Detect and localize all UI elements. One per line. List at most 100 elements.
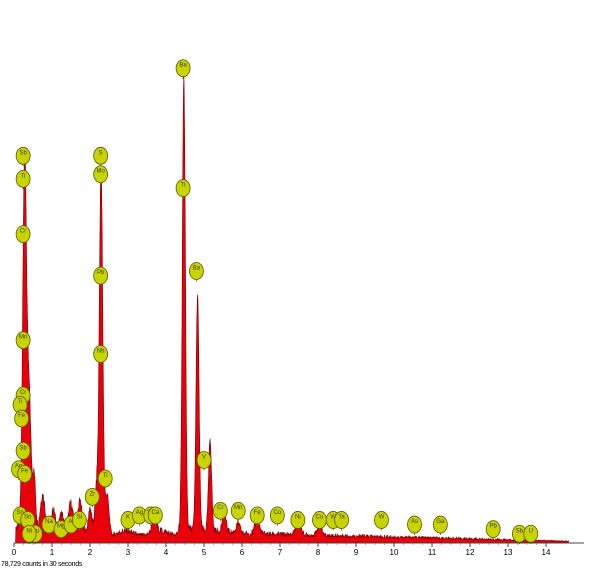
- element-marker[interactable]: Cr: [15, 225, 31, 244]
- element-marker-label: Ga: [436, 519, 445, 525]
- element-marker[interactable]: Ca: [147, 506, 163, 525]
- x-tick-label: 8: [316, 548, 321, 557]
- element-marker-badge: [93, 345, 109, 363]
- x-tick-label: 1: [50, 548, 55, 557]
- element-marker-badge: [15, 146, 31, 165]
- element-marker[interactable]: Mo: [93, 165, 109, 184]
- element-marker-badge: [485, 520, 501, 539]
- element-marker[interactable]: W: [374, 511, 389, 529]
- element-marker-label: Sb: [19, 445, 27, 451]
- element-marker-label: Ti: [103, 473, 108, 479]
- element-marker-label: W: [330, 514, 336, 520]
- element-marker-badge: [14, 409, 30, 428]
- x-tick-label: 13: [504, 548, 513, 557]
- x-tick-label: 0: [12, 548, 17, 557]
- element-marker-label: Co: [274, 510, 282, 516]
- element-marker[interactable]: Ti: [97, 469, 113, 488]
- element-marker-label: Ag: [136, 510, 143, 516]
- element-marker[interactable]: Nb: [93, 345, 109, 363]
- element-marker-label: Cr: [217, 505, 223, 511]
- element-marker[interactable]: Ni: [21, 524, 37, 543]
- element-marker[interactable]: Ba: [175, 59, 191, 78]
- element-marker-label: Ni: [295, 514, 301, 520]
- element-marker-label: S: [99, 150, 103, 156]
- element-marker-label: Sn: [16, 510, 23, 516]
- x-tick-label: 12: [466, 548, 475, 557]
- element-marker[interactable]: Mn: [15, 331, 31, 350]
- element-marker-badge: [196, 451, 212, 469]
- element-marker[interactable]: S: [93, 146, 109, 165]
- x-tick-label: 7: [278, 548, 283, 557]
- element-marker[interactable]: Sb: [15, 146, 31, 165]
- element-marker-label: Ba: [193, 266, 201, 272]
- element-marker-label: As: [411, 519, 418, 525]
- element-marker-badge: [15, 169, 31, 188]
- element-marker-badge: [84, 488, 100, 506]
- element-marker-label: Na: [45, 519, 53, 525]
- element-marker-label: Mn: [19, 335, 27, 341]
- element-marker-badge: [188, 262, 204, 280]
- element-marker[interactable]: Ga: [432, 515, 448, 534]
- element-marker-label: Sb: [516, 528, 524, 534]
- element-marker-label: Al: [68, 519, 73, 525]
- element-marker-label: Cr: [20, 229, 26, 235]
- element-marker[interactable]: Ni: [290, 511, 306, 529]
- element-marker[interactable]: Fe: [249, 506, 265, 525]
- element-marker[interactable]: Ba: [188, 262, 204, 280]
- spectrum-outline: [14, 74, 570, 544]
- element-marker[interactable]: Si: [71, 511, 87, 529]
- element-marker-badge: [93, 266, 109, 285]
- element-marker-badge: [523, 524, 539, 543]
- x-tick-label: 9: [354, 548, 359, 557]
- element-marker-label: Pb: [490, 524, 498, 530]
- x-tick-label: 2: [88, 548, 93, 557]
- element-marker-badge: [15, 441, 31, 460]
- spectrum-area: [14, 74, 569, 544]
- element-markers: SbTiCrMnCrTiFeSbAgFeSnSnCuNiNaMgAlSiSMoP…: [11, 59, 539, 543]
- element-marker-label: Ta: [338, 514, 345, 520]
- element-marker-label: Fe: [21, 468, 29, 474]
- element-marker-badge: [93, 165, 109, 184]
- element-marker[interactable]: Fe: [14, 409, 30, 428]
- element-marker-badge: [15, 331, 31, 350]
- element-marker-badge: [230, 501, 246, 520]
- element-marker-label: Ti: [181, 183, 186, 189]
- element-marker[interactable]: Fe: [17, 464, 33, 483]
- element-marker[interactable]: Sb: [15, 441, 31, 460]
- x-tick-label: 14: [542, 548, 551, 557]
- element-marker-badge: [374, 511, 389, 529]
- element-marker[interactable]: Ti: [15, 169, 31, 188]
- x-tick-label: 5: [202, 548, 207, 557]
- element-marker-badge: [249, 506, 265, 525]
- element-marker-badge: [175, 59, 191, 78]
- element-marker-label: U: [529, 528, 533, 534]
- element-marker[interactable]: Cr: [212, 501, 228, 520]
- element-marker[interactable]: Cu: [312, 511, 327, 529]
- element-marker[interactable]: Ta: [334, 511, 349, 529]
- element-marker-label: Nb: [97, 349, 105, 355]
- element-marker[interactable]: V: [196, 451, 212, 469]
- element-marker[interactable]: Mn: [230, 501, 246, 520]
- element-marker-label: Mn: [234, 505, 242, 511]
- element-marker-label: Cu: [316, 514, 324, 520]
- element-marker[interactable]: Ti: [12, 395, 28, 414]
- element-marker[interactable]: Pb: [485, 520, 501, 539]
- element-marker-label: Cr: [20, 390, 26, 396]
- element-marker[interactable]: Ti: [175, 179, 191, 197]
- element-marker-label: Fe: [18, 413, 26, 419]
- element-marker-label: Ba: [179, 63, 187, 69]
- element-marker[interactable]: Zr: [84, 488, 100, 506]
- element-marker-badge: [290, 511, 306, 529]
- element-marker[interactable]: Pb: [93, 266, 109, 285]
- element-marker-label: Pb: [97, 270, 105, 276]
- element-marker-badge: [432, 515, 448, 534]
- element-marker[interactable]: As: [407, 515, 422, 534]
- element-marker[interactable]: U: [523, 524, 539, 543]
- element-marker-badge: [147, 506, 163, 525]
- element-marker[interactable]: Co: [269, 506, 285, 525]
- element-marker-label: Sn: [24, 514, 31, 520]
- element-marker-label: K: [126, 514, 130, 520]
- x-tick-label: 3: [126, 548, 131, 557]
- element-marker-label: Ni: [26, 528, 32, 534]
